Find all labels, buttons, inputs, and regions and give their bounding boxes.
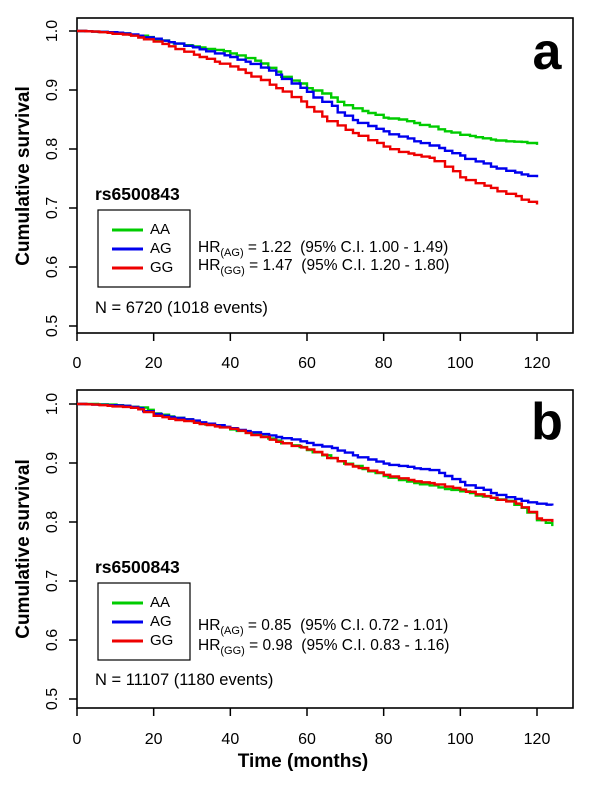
x-tick-label: 40: [221, 355, 240, 372]
hr-subscript: (GG): [220, 644, 245, 657]
legend-label-ag: AG: [150, 240, 172, 257]
y-tick-label: 0.8: [44, 137, 61, 161]
panel-letter-a: a: [532, 23, 562, 81]
hr-gg-text-panel-a: HR(GG) = 1.47 (95% C.I. 1.20 - 1.80): [198, 257, 450, 277]
y-tick-label: 0.5: [44, 314, 61, 338]
y-tick-label: 0.5: [44, 687, 61, 711]
x-tick-label: 40: [221, 731, 240, 748]
x-tick-label: 120: [523, 731, 551, 748]
x-tick-label: 0: [72, 355, 82, 372]
y-tick-label: 0.6: [44, 255, 61, 279]
x-axis-title: Time (months): [237, 751, 369, 772]
hr-value: = 0.98 (95% C.I. 0.83 - 1.16): [244, 637, 450, 654]
legend-label-aa: AA: [150, 594, 171, 611]
y-tick-label: 1.0: [44, 19, 61, 43]
plot-box-panel-a: [76, 17, 574, 334]
hr-base: HR: [198, 637, 221, 654]
survival-curve-gg-panel-a: [77, 29, 539, 205]
y-tick-label: 0.8: [44, 510, 61, 534]
survival-curve-aa-panel-b: [77, 402, 554, 527]
hr-base: HR: [198, 617, 221, 634]
x-tick-label: 0: [72, 731, 82, 748]
hr-subscript: (GG): [220, 264, 245, 277]
hr-subscript: (AG): [220, 246, 244, 259]
panel-letter-b: b: [531, 393, 563, 451]
x-tick-label: 80: [374, 355, 393, 372]
n-events-label-panel-b: N = 11107 (1180 events): [95, 671, 274, 689]
legend-box-panel-b: [97, 582, 191, 661]
x-tick-label: 100: [446, 355, 474, 372]
legend-label-gg: GG: [150, 259, 174, 276]
hr-base: HR: [198, 239, 221, 256]
legend-label-gg: GG: [150, 632, 174, 649]
y-axis-title-panel-b: Cumulative survival: [13, 459, 34, 639]
y-tick-label: 1.0: [44, 392, 61, 416]
n-events-label-panel-a: N = 6720 (1018 events): [95, 299, 268, 317]
hr-ag-text-panel-a: HR(AG) = 1.22 (95% C.I. 1.00 - 1.49): [198, 239, 449, 259]
x-tick-label: 20: [144, 355, 163, 372]
hr-subscript: (AG): [220, 624, 244, 637]
x-tick-label: 80: [374, 731, 393, 748]
legend-title-panel-a: rs6500843: [95, 184, 180, 204]
y-tick-label: 0.9: [44, 78, 61, 102]
survival-curve-gg-panel-b: [77, 402, 554, 522]
x-tick-label: 60: [298, 731, 316, 748]
hr-value: = 0.85 (95% C.I. 0.72 - 1.01): [243, 617, 449, 634]
y-tick-label: 0.7: [44, 196, 61, 220]
hr-ag-text-panel-b: HR(AG) = 0.85 (95% C.I. 0.72 - 1.01): [198, 617, 449, 637]
legend-label-ag: AG: [150, 613, 172, 630]
hr-value: = 1.22 (95% C.I. 1.00 - 1.49): [243, 239, 449, 256]
y-tick-label: 0.9: [44, 451, 61, 475]
legend-label-aa: AA: [150, 221, 171, 238]
hr-gg-text-panel-b: HR(GG) = 0.98 (95% C.I. 0.83 - 1.16): [198, 637, 450, 657]
hr-value: = 1.47 (95% C.I. 1.20 - 1.80): [244, 257, 450, 274]
legend-title-panel-b: rs6500843: [95, 557, 180, 577]
x-tick-label: 100: [446, 731, 474, 748]
y-tick-label: 0.6: [44, 628, 61, 652]
survival-curve-ag-panel-b: [77, 402, 554, 506]
hr-base: HR: [198, 257, 221, 274]
y-axis-title-panel-a: Cumulative survival: [13, 86, 34, 266]
x-tick-label: 120: [523, 355, 551, 372]
plot-box-panel-b: [76, 389, 574, 709]
x-tick-label: 60: [298, 355, 316, 372]
legend-box-panel-a: [97, 209, 191, 288]
x-tick-label: 20: [144, 731, 163, 748]
y-tick-label: 0.7: [44, 569, 61, 593]
